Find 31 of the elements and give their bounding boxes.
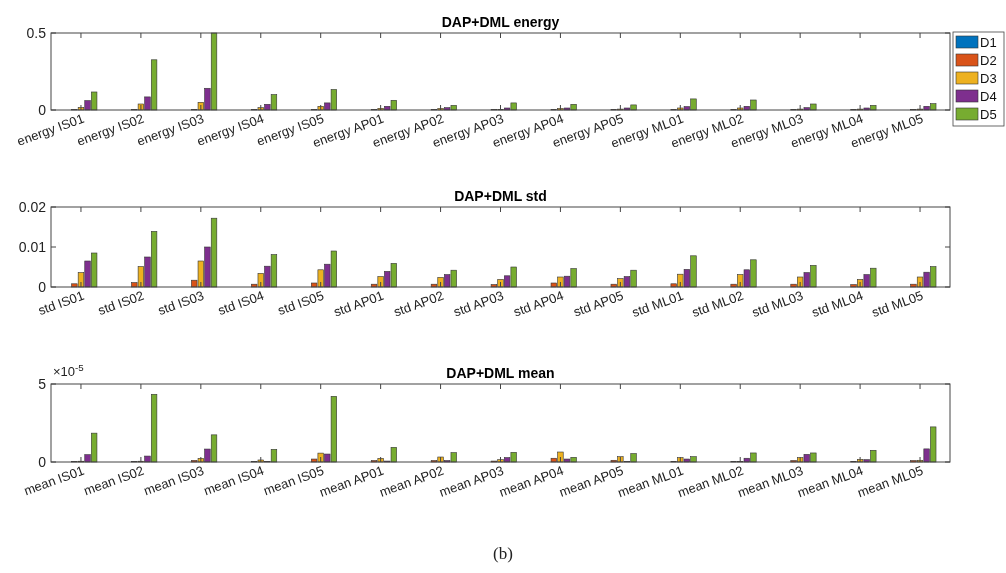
x-tick-label: std IS04 [215,287,266,319]
x-tick-label: std ML03 [749,287,806,321]
legend-label: D1 [980,35,997,50]
x-tick-label: std IS05 [275,287,326,319]
x-tick-label: std IS02 [95,287,146,319]
x-tick-label: std AP04 [511,287,566,320]
chart-title: DAP+DML mean [446,365,555,381]
y-tick-label: 0.5 [26,25,47,41]
legend-label: D2 [980,53,997,68]
legend-label: D3 [980,71,997,86]
y-tick-label: 0 [38,454,47,470]
text: ×10$^{-5}$ [53,361,85,379]
x-tick-label: std ML02 [689,287,746,321]
x-tick-label: std AP01 [331,287,386,320]
x-tick-label: std ML01 [629,287,686,321]
x-tick-label: std AP02 [391,287,446,320]
legend-label: D4 [980,89,997,104]
y-tick-label: 0.01 [18,239,47,255]
y-tick-label: 5 [38,376,47,392]
y-tick-label: 0.02 [18,199,47,215]
x-tick-label: std AP05 [571,287,626,320]
x-tick-label: std ML04 [809,287,866,321]
x-tick-label: std ML05 [869,287,926,321]
y-tick-label: 0 [38,102,47,118]
chart-title: DAP+DML energy [441,14,560,30]
x-tick-label: std AP03 [451,287,506,320]
y-tick-label: 0 [38,279,47,295]
text: (b) [493,544,513,563]
legend-label: D5 [980,107,997,122]
chart-title: DAP+DML std [454,188,547,204]
x-tick-label: std IS03 [155,287,206,319]
